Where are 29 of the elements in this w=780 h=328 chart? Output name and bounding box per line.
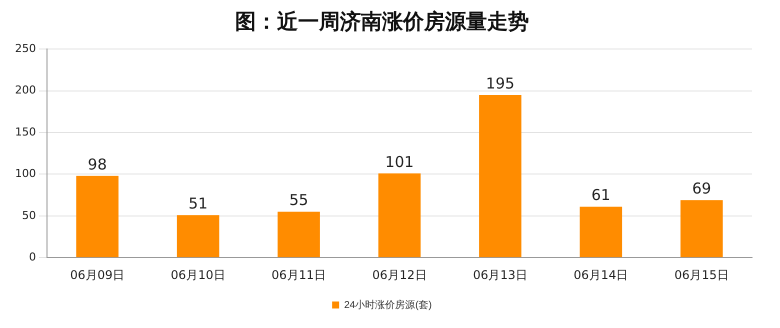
y-tick-label: 250 bbox=[14, 42, 36, 56]
data-label: 101 bbox=[385, 152, 414, 171]
y-tick-label: 150 bbox=[14, 125, 36, 138]
x-tick-label: 06月13日 bbox=[472, 268, 528, 282]
x-tick-label: 06月12日 bbox=[372, 268, 427, 282]
legend-label: 24小时涨价房源(套) bbox=[344, 298, 432, 311]
x-tick-label: 06月10日 bbox=[170, 268, 226, 282]
y-tick-label: 100 bbox=[14, 167, 36, 180]
data-label: 51 bbox=[188, 194, 208, 212]
x-tick-label: 06月09日 bbox=[70, 268, 125, 282]
x-tick-label: 06月11日 bbox=[272, 268, 326, 282]
bar bbox=[680, 200, 723, 258]
data-label: 69 bbox=[692, 179, 712, 198]
bar bbox=[278, 212, 320, 258]
data-label: 61 bbox=[591, 186, 610, 204]
y-tick-label: 50 bbox=[22, 208, 36, 222]
data-label: 98 bbox=[88, 155, 107, 174]
chart-title: 图：近一周济南涨价房源量走势 bbox=[235, 9, 529, 34]
x-tick-label: 06月14日 bbox=[574, 268, 628, 282]
bar bbox=[479, 95, 522, 258]
x-tick-label: 06月15日 bbox=[674, 268, 729, 282]
data-label: 55 bbox=[289, 191, 308, 210]
y-tick-label: 200 bbox=[14, 84, 36, 97]
bar bbox=[76, 176, 119, 258]
y-tick-label: 0 bbox=[28, 250, 36, 264]
bar bbox=[176, 215, 220, 258]
bar bbox=[580, 206, 622, 258]
data-label: 195 bbox=[486, 74, 515, 92]
bar bbox=[378, 173, 421, 258]
